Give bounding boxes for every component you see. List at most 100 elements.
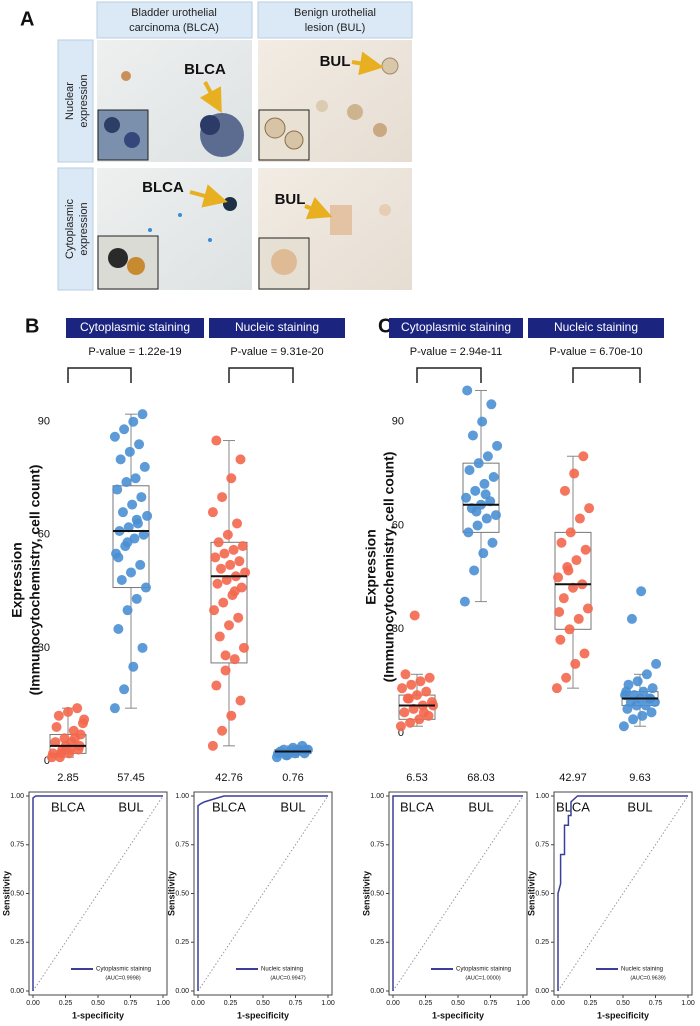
- data-point: [69, 733, 80, 744]
- data-point: [424, 672, 435, 683]
- image-label: BUL: [275, 191, 306, 208]
- y-tick-label: 0.25: [10, 939, 24, 946]
- data-point: [128, 661, 139, 672]
- significance-bracket: [67, 367, 132, 383]
- data-point: [481, 513, 492, 524]
- data-point: [406, 679, 417, 690]
- significance-bracket: [228, 367, 294, 383]
- micrograph: BUL: [258, 40, 412, 162]
- data-point: [237, 541, 248, 552]
- data-point: [131, 514, 142, 525]
- data-point: [559, 485, 570, 496]
- data-point: [463, 527, 474, 538]
- legend-label: Nucleic staining: [261, 967, 303, 973]
- reference-diagonal: [392, 795, 524, 992]
- x-tick-label: BUL: [118, 799, 143, 814]
- data-point: [487, 537, 498, 548]
- image-label: BLCA: [142, 179, 184, 196]
- data-point: [580, 544, 591, 555]
- data-point: [135, 559, 146, 570]
- data-point: [636, 586, 647, 597]
- x-tick-label: BUL: [627, 799, 652, 814]
- data-point: [113, 624, 124, 634]
- data-point: [273, 748, 284, 759]
- data-point: [213, 537, 224, 548]
- data-point: [79, 714, 90, 725]
- data-point: [646, 707, 657, 718]
- roc-curve: [557, 795, 688, 991]
- x-tick-label: BLCA: [51, 799, 85, 814]
- column-header: carcinoma (BLCA): [129, 22, 219, 34]
- x-tick-label: 0.75: [124, 1000, 138, 1007]
- y-tick-label: 1.00: [535, 793, 549, 800]
- row-header: expression: [78, 74, 90, 127]
- x-axis-label: 1-specificity: [237, 1010, 289, 1020]
- data-point: [573, 613, 584, 624]
- data-point: [116, 575, 127, 585]
- data-point: [282, 750, 293, 761]
- group-header-label: Nucleic staining: [235, 320, 319, 334]
- column-header-box: [257, 1, 413, 39]
- y-tick-label: 1.00: [175, 793, 189, 800]
- image-label: BLCA: [184, 61, 226, 78]
- summary-value: 9.63: [629, 772, 650, 784]
- data-point: [471, 506, 482, 517]
- y-tick-label: 0.25: [175, 939, 189, 946]
- data-point: [462, 385, 473, 396]
- group-header: [389, 318, 523, 338]
- panel-label: A: [20, 8, 34, 30]
- data-point: [217, 725, 228, 736]
- data-point: [124, 446, 135, 457]
- data-point: [131, 593, 142, 604]
- micrograph: BUL: [258, 168, 412, 290]
- x-axis-label: 1-specificity: [432, 1010, 484, 1020]
- p-value: P-value = 6.70e-10: [549, 346, 642, 358]
- data-point: [64, 748, 75, 759]
- x-tick-label: 0.00: [26, 1000, 40, 1007]
- plot-frame: [388, 791, 528, 996]
- y-tick-label: 0.25: [370, 939, 384, 946]
- data-point: [621, 686, 632, 697]
- row-header-box: [57, 39, 94, 163]
- data-point: [137, 409, 148, 420]
- y-tick-label: 0.50: [370, 890, 384, 897]
- p-value: P-value = 2.94e-11: [410, 346, 502, 358]
- data-point: [113, 552, 124, 563]
- column-header: Bladder urothelial: [131, 7, 217, 19]
- micrograph: BLCA: [97, 40, 252, 162]
- x-tick-label: 0.00: [191, 1000, 205, 1007]
- y-tick-label: 60: [38, 529, 50, 541]
- data-point: [556, 537, 567, 548]
- data-point: [217, 492, 228, 503]
- data-point: [119, 684, 130, 695]
- data-point: [240, 567, 251, 578]
- data-point: [641, 669, 652, 680]
- data-point: [228, 544, 239, 555]
- x-tick-label: 0.50: [256, 1000, 270, 1007]
- data-point: [119, 424, 130, 435]
- data-point: [571, 555, 582, 566]
- data-point: [551, 683, 562, 694]
- data-point: [582, 603, 593, 614]
- data-point: [139, 461, 150, 472]
- data-point: [395, 721, 406, 732]
- x-tick-label: 0.25: [419, 1000, 433, 1007]
- data-point: [134, 439, 145, 450]
- data-point: [215, 563, 226, 574]
- data-point: [558, 593, 569, 604]
- data-point: [207, 507, 218, 518]
- y-axis-label: Sensitivity: [1, 871, 11, 916]
- data-point: [212, 578, 223, 589]
- data-point: [477, 416, 488, 427]
- data-point: [412, 690, 422, 701]
- group-header-label: Nucleic staining: [554, 320, 638, 334]
- reference-diagonal: [557, 795, 689, 992]
- auc-annotation: (AUC=1.0000): [465, 975, 500, 981]
- summary-value: 6.53: [406, 772, 427, 784]
- data-point: [555, 634, 566, 645]
- y-tick-label: 90: [38, 416, 50, 428]
- data-point: [478, 548, 489, 559]
- summary-value: 0.76: [282, 772, 303, 784]
- plot-frame: [28, 791, 168, 996]
- data-point: [127, 499, 138, 510]
